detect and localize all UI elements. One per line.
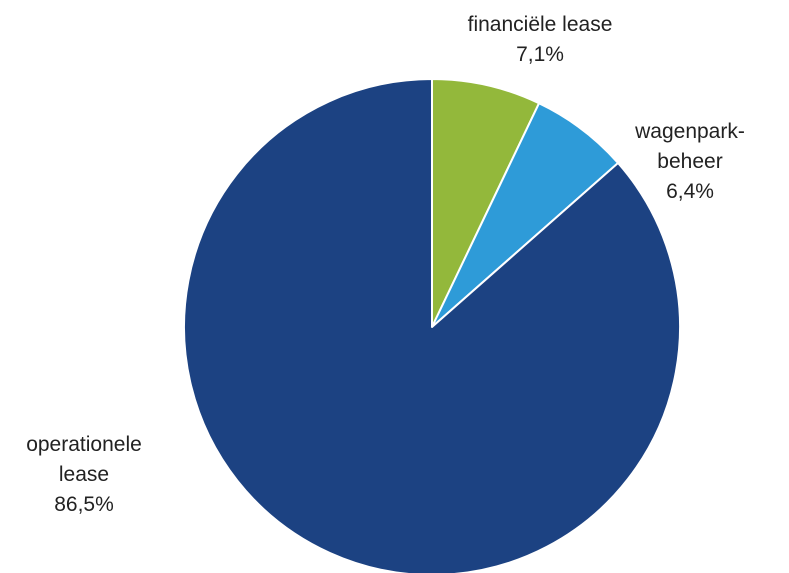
data-label-category: beheer [657, 150, 723, 173]
data-label-category: operationele [26, 433, 142, 456]
data-label-value: 6,4% [666, 180, 714, 203]
data-label-operationele-lease: operationele lease 86,5% [0, 430, 168, 520]
data-label-category: lease [58, 463, 110, 486]
data-label-financiele-lease: financiële lease 7,1% [440, 10, 640, 70]
data-label-wagenparkbeheer: wagenpark- beheer 6,4% [620, 117, 760, 207]
data-label-category: wagenpark- [635, 120, 745, 143]
pie-slice-operationelelease [183, 78, 681, 573]
data-label-value: 7,1% [516, 43, 564, 66]
data-label-value: 86,5% [54, 493, 114, 516]
data-label-category: financiële lease [467, 13, 613, 36]
pie-slice-financiëlelease [431, 78, 540, 328]
